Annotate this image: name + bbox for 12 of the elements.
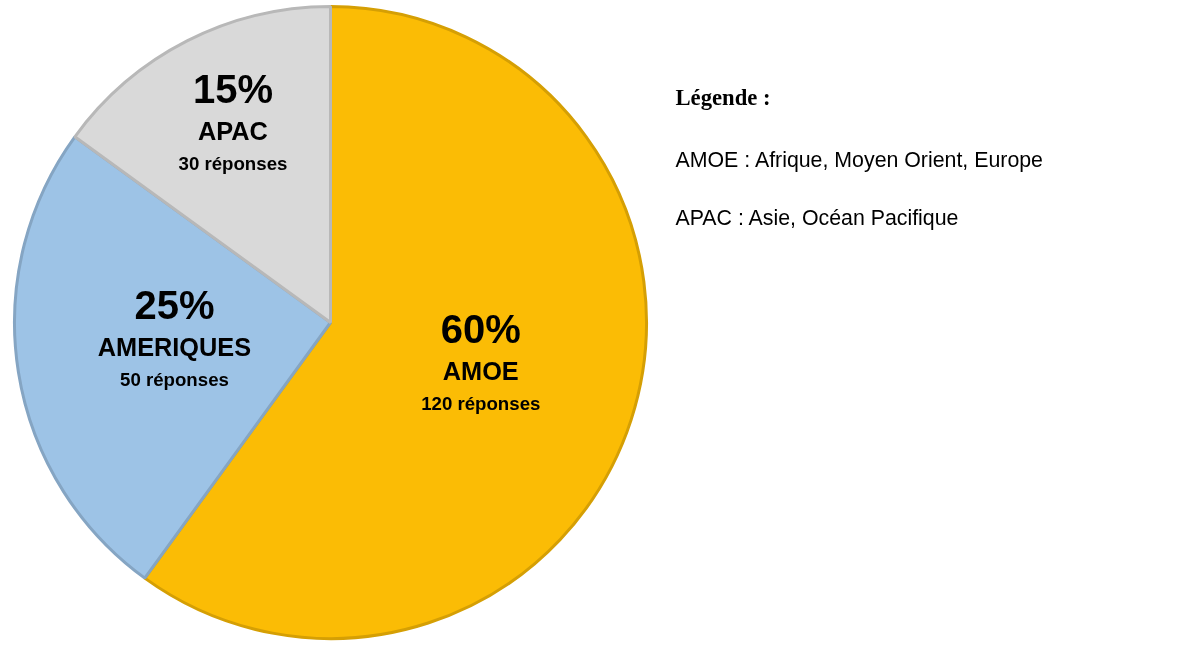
data-label: 60% bbox=[440, 307, 521, 352]
text: AMOE : Afrique, Moyen Orient, Europe bbox=[675, 147, 1043, 172]
slice-label: APAC bbox=[198, 117, 268, 146]
text: 30 réponses bbox=[178, 152, 288, 174]
text: Légende : bbox=[675, 85, 771, 110]
slice-label: AMOE bbox=[442, 357, 519, 386]
data-label: 25% bbox=[134, 283, 215, 328]
text: 50 réponses bbox=[120, 368, 229, 390]
slice-label: AMERIQUES bbox=[97, 333, 252, 362]
text: APAC : Asie, Océan Pacifique bbox=[675, 205, 959, 230]
text: 120 réponses bbox=[421, 392, 541, 414]
data-label: 15% bbox=[192, 67, 273, 112]
